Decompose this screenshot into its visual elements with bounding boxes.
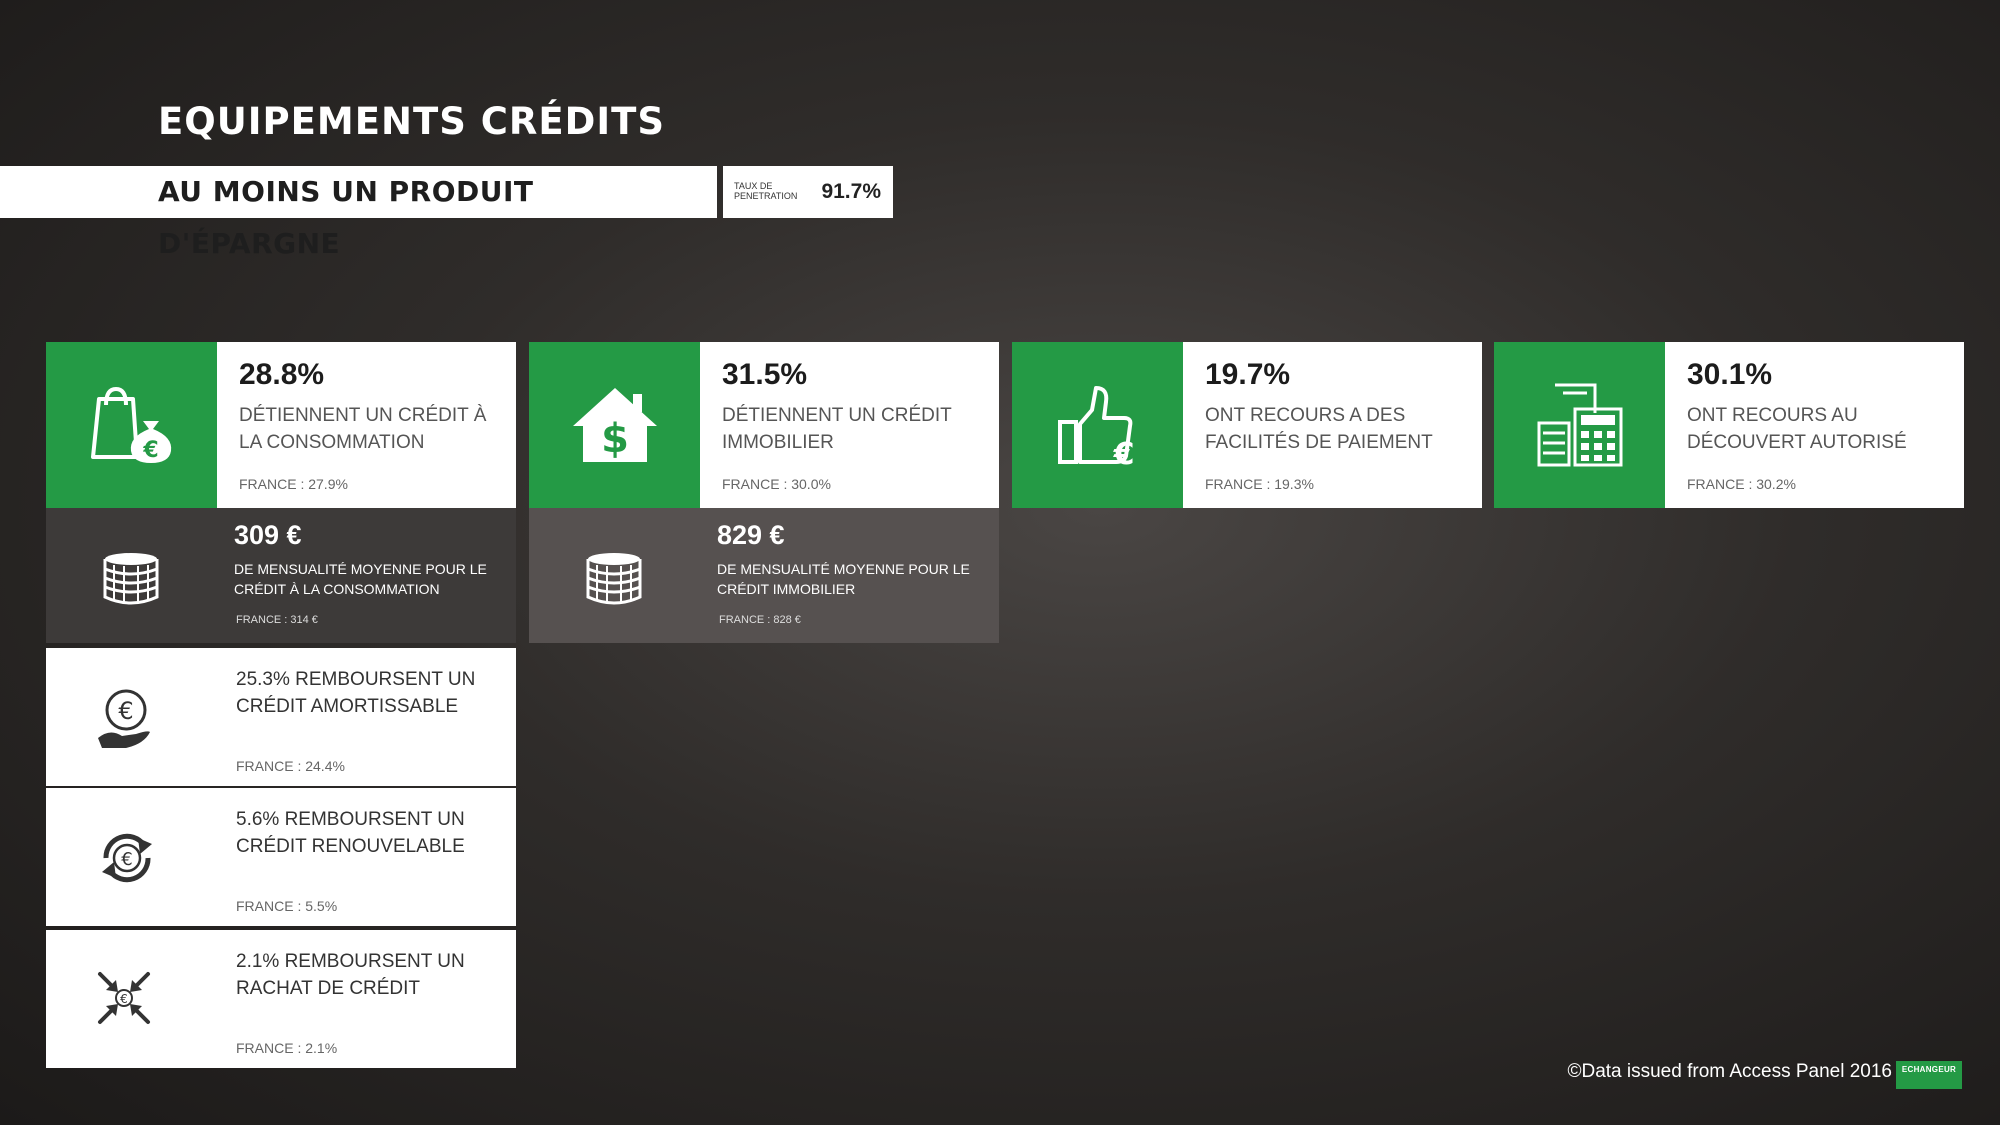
- hand-euro-coin-icon: €: [98, 689, 150, 748]
- monthly-france: FRANCE : 314 €: [236, 614, 318, 626]
- stat-card-payment-facilities: € 19.7% ONT RECOURS A DES FACILITÉS DE P…: [1012, 342, 1482, 508]
- house-dollar-icon: $: [529, 342, 700, 508]
- thumbs-up-euro-icon: €: [1012, 342, 1183, 508]
- svg-text:€: €: [120, 992, 128, 1006]
- stat-percent: 31.5%: [722, 358, 808, 391]
- stat-percent: 19.7%: [1205, 358, 1291, 391]
- repayment-buyback: € 2.1% REMBOURSENT UN RACHAT DE CRÉDIT F…: [46, 930, 516, 1068]
- repayment-text: 5.6% REMBOURSENT UN CRÉDIT RENOUVELABLE: [236, 809, 465, 857]
- stat-france: FRANCE : 27.9%: [239, 476, 348, 492]
- page-title: EQUIPEMENTS CRÉDITS: [158, 100, 666, 143]
- penetration-rate-value: 91.7%: [821, 180, 881, 203]
- stat-card-consumer-credit: € 28.8% DÉTIENNENT UN CRÉDIT À LA CONSOM…: [46, 342, 516, 508]
- stat-percent: 28.8%: [239, 358, 325, 391]
- repayment-text: 25.3% REMBOURSENT UN CRÉDIT AMORTISSABLE: [236, 669, 476, 717]
- subtitle: AU MOINS UN PRODUIT D'ÉPARGNE: [158, 175, 534, 260]
- stat-description: ONT RECOURS AU DÉCOUVERT AUTORISÉ: [1687, 405, 1907, 453]
- coin-stack-icon: [103, 553, 159, 605]
- svg-text:€: €: [142, 438, 158, 463]
- repayment-amortizable: € 25.3% REMBOURSENT UN CRÉDIT AMORTISSAB…: [46, 648, 516, 786]
- documents-calculator-icon: [1494, 342, 1665, 508]
- euro-cycle-icon: €: [102, 833, 152, 883]
- repayment-france: FRANCE : 24.4%: [236, 758, 345, 774]
- stat-percent: 30.1%: [1687, 358, 1773, 391]
- svg-text:$: $: [601, 416, 629, 462]
- monthly-description: DE MENSUALITÉ MOYENNE POUR LE CRÉDIT IMM…: [717, 561, 970, 597]
- stat-card-overdraft: 30.1% ONT RECOURS AU DÉCOUVERT AUTORISÉ …: [1494, 342, 1964, 508]
- monthly-france: FRANCE : 828 €: [719, 614, 801, 626]
- stat-description: ONT RECOURS A DES FACILITÉS DE PAIEMENT: [1205, 405, 1433, 453]
- svg-text:€: €: [121, 849, 132, 870]
- stat-france: FRANCE : 19.3%: [1205, 476, 1314, 492]
- repayment-france: FRANCE : 5.5%: [236, 898, 338, 914]
- stat-card-mortgage: $ 31.5% DÉTIENNENT UN CRÉDIT IMMOBILIER …: [529, 342, 999, 508]
- echangeur-logo: ECHANGEUR: [1896, 1061, 1962, 1089]
- penetration-rate-box: TAUX DE PENETRATION 91.7%: [723, 166, 893, 218]
- stat-france: FRANCE : 30.0%: [722, 476, 831, 492]
- subtitle-bar: AU MOINS UN PRODUIT D'ÉPARGNE: [0, 166, 717, 260]
- money-bag-euro-icon: €: [46, 342, 217, 508]
- repayment-text: 2.1% REMBOURSENT UN RACHAT DE CRÉDIT: [236, 951, 465, 999]
- repayment-france: FRANCE : 2.1%: [236, 1040, 338, 1056]
- penetration-rate-label: TAUX DE PENETRATION: [734, 181, 798, 201]
- stat-france: FRANCE : 30.2%: [1687, 476, 1796, 492]
- monthly-description: DE MENSUALITÉ MOYENNE POUR LE CRÉDIT À L…: [234, 561, 487, 597]
- coin-stack-icon: [586, 553, 642, 605]
- svg-text:€: €: [1112, 437, 1134, 466]
- data-source-credit: ©Data issued from Access Panel 2016: [1567, 1061, 1892, 1082]
- monthly-payment-mortgage: 829 € DE MENSUALITÉ MOYENNE POUR LE CRÉD…: [529, 508, 999, 643]
- stat-description: DÉTIENNENT UN CRÉDIT IMMOBILIER: [722, 405, 952, 453]
- monthly-payment-consumer: 309 € DE MENSUALITÉ MOYENNE POUR LE CRÉD…: [46, 508, 516, 643]
- monthly-amount: 309 €: [234, 520, 302, 550]
- svg-text:€: €: [118, 697, 133, 725]
- stat-description: DÉTIENNENT UN CRÉDIT À LA CONSOMMATION: [239, 405, 487, 453]
- repayment-revolving: € 5.6% REMBOURSENT UN CRÉDIT RENOUVELABL…: [46, 788, 516, 926]
- logo-text: ECHANGEUR: [1901, 1065, 1957, 1074]
- monthly-amount: 829 €: [717, 520, 785, 550]
- euro-arrows-in-icon: €: [98, 972, 150, 1024]
